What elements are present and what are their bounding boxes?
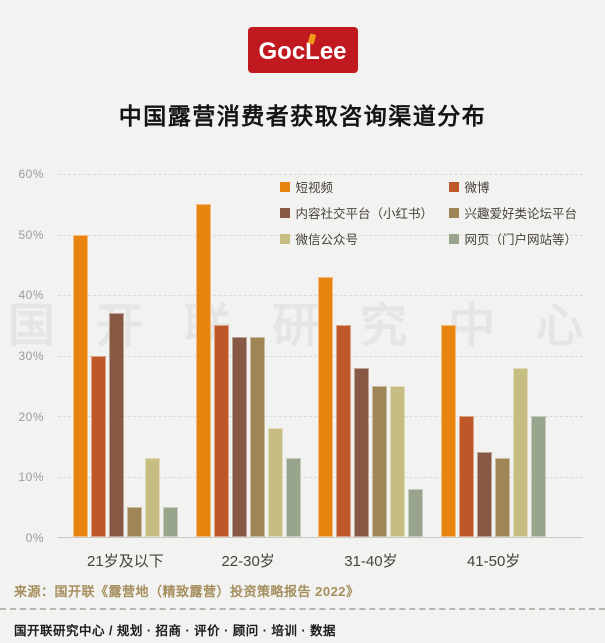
- bar: [408, 488, 424, 537]
- bar: [195, 204, 211, 537]
- y-axis-tick-label: 20%: [18, 409, 44, 424]
- page-title: 中国露营消费者获取咨询渠道分布: [118, 103, 487, 129]
- bar: [162, 506, 178, 537]
- bar: [231, 337, 247, 537]
- footer-divider: [0, 608, 605, 610]
- bar: [126, 506, 142, 537]
- x-axis-category-label: 41-50岁: [466, 552, 521, 570]
- legend-item: 兴趣爱好类论坛平台: [449, 203, 577, 222]
- legend-swatch-icon: [449, 181, 460, 192]
- y-axis-tick-label: 10%: [18, 470, 44, 485]
- brand-logo: GocLee: [247, 27, 358, 73]
- bar: [72, 234, 88, 537]
- bar-group: [64, 174, 187, 537]
- legend-swatch-icon: [449, 207, 460, 218]
- bar: [90, 355, 106, 537]
- bar: [267, 428, 283, 537]
- legend-item: 内容社交平台（小红书）: [280, 203, 443, 222]
- bar: [372, 385, 388, 537]
- plot-area: [58, 174, 583, 538]
- logo-container: GocLee: [0, 0, 605, 73]
- bar-groups: [64, 174, 555, 537]
- bar: [108, 313, 124, 537]
- bar-chart: 国 开 联 研 究 中 心 0% 10% 20% 30% 40% 50% 60% 21岁及以…: [8, 139, 593, 574]
- bar: [477, 452, 493, 537]
- bar: [459, 416, 475, 537]
- legend: 短视频 微博内容社交平台（小红书） 兴趣爱好类论坛平台微信公众号 网页（门户网站等）: [280, 177, 577, 248]
- bar-group: [187, 174, 310, 537]
- bar: [513, 367, 529, 537]
- bar: [390, 385, 406, 537]
- gridline: [58, 234, 583, 236]
- legend-item: 微博: [449, 177, 577, 196]
- legend-label: 微博: [464, 181, 490, 195]
- legend-label: 兴趣爱好类论坛平台: [464, 207, 577, 221]
- bar: [354, 367, 370, 537]
- y-axis-tick-label: 60%: [18, 167, 44, 181]
- x-axis-category-label: 22-30岁: [221, 552, 275, 570]
- bar: [441, 325, 457, 537]
- legend-label: 短视频: [295, 181, 333, 195]
- x-axis-category-label: 21岁及以下: [87, 552, 164, 570]
- bar: [495, 458, 511, 537]
- legend-swatch-icon: [280, 181, 291, 192]
- legend-item: 网页（门户网站等）: [449, 229, 577, 248]
- legend-label: 内容社交平台（小红书）: [295, 207, 433, 221]
- legend-item: 短视频: [280, 177, 443, 196]
- y-axis-tick-label: 40%: [18, 288, 44, 303]
- bar: [318, 276, 334, 537]
- y-axis-tick-label: 50%: [18, 227, 44, 242]
- watermark-text: 国 开 联 研 究 中 心: [7, 299, 598, 352]
- x-axis-category-label: 31-40岁: [344, 552, 398, 570]
- legend-item: 微信公众号: [280, 229, 443, 248]
- legend-label: 网页（门户网站等）: [464, 233, 577, 247]
- bar: [336, 325, 352, 537]
- bar: [285, 458, 301, 537]
- y-axis-tick-label: 0%: [25, 531, 44, 545]
- bar: [213, 325, 229, 537]
- gridline: [58, 174, 583, 175]
- bar: [531, 416, 547, 537]
- x-axis: 21岁及以下 22-30岁 31-40岁 41-50岁: [64, 546, 555, 574]
- y-axis-tick-label: 30%: [18, 349, 44, 363]
- bar-group: [432, 174, 555, 537]
- legend-swatch-icon: [280, 233, 291, 244]
- legend-label: 微信公众号: [295, 233, 358, 247]
- bar: [144, 458, 160, 537]
- bar: [249, 337, 265, 537]
- legend-swatch-icon: [280, 207, 291, 218]
- y-axis: 0% 10% 20% 30% 40% 50% 60%: [12, 167, 50, 545]
- legend-swatch-icon: [449, 233, 460, 244]
- source-note: 来源：国开联《露营地（精致露营）投资策略报告 2022》: [14, 584, 360, 599]
- bar-group: [310, 174, 433, 537]
- footer-org-line: 国开联研究中心 / 规划 · 招商 · 评价 · 顾问 · 培训 · 数据: [14, 624, 336, 638]
- brand-logo-text: GocLee: [258, 38, 347, 65]
